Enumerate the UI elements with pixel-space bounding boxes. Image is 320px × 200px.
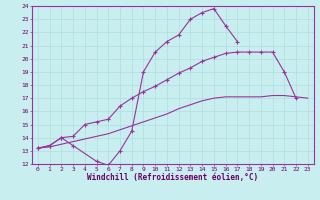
X-axis label: Windchill (Refroidissement éolien,°C): Windchill (Refroidissement éolien,°C)	[87, 173, 258, 182]
